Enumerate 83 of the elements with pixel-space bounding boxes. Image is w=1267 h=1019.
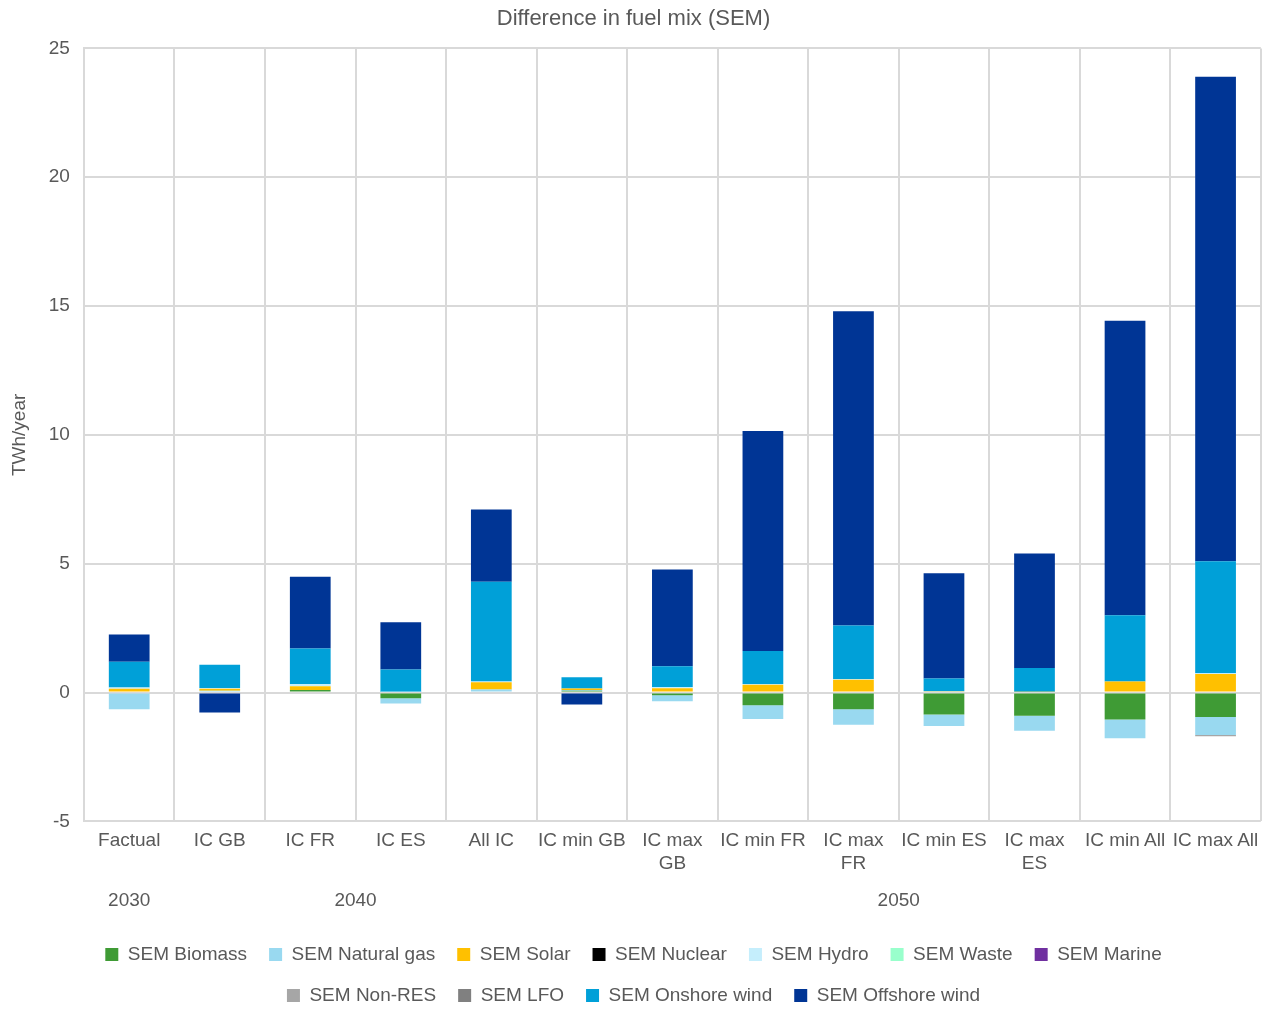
x-tick-label: IC GB	[193, 829, 246, 851]
x-tick-label: IC max GB	[642, 829, 703, 873]
x-tick-label: IC min ES	[901, 829, 987, 851]
legend-label: SEM Marine	[1057, 942, 1162, 964]
y-axis-title: TWh/year	[7, 393, 29, 477]
legend-label: SEM Onshore wind	[608, 983, 773, 1005]
x-tick-label: IC max ES	[1004, 829, 1066, 873]
bar	[833, 679, 874, 692]
x-tick-label: IC min FR	[720, 829, 806, 851]
y-tick-label: 15	[48, 294, 70, 316]
bar	[652, 695, 693, 702]
bar	[199, 664, 241, 688]
x-tick-label: Factual	[98, 829, 161, 851]
bar	[380, 622, 422, 670]
legend-label: SEM Natural gas	[291, 942, 436, 964]
bar	[380, 698, 422, 704]
bar	[199, 693, 241, 713]
x-tick-label: IC max FR	[823, 829, 885, 873]
legend-label: SEM Nuclear	[615, 942, 728, 964]
bar	[742, 684, 784, 692]
bar	[1195, 693, 1236, 718]
bar	[1195, 674, 1236, 692]
bar	[923, 714, 965, 727]
text: 2050	[877, 889, 920, 911]
x-tick-label: IC min All	[1084, 829, 1166, 851]
y-tick-label: -5	[53, 809, 70, 831]
bar	[833, 693, 874, 710]
bar	[923, 573, 965, 679]
x-tick-label: IC max All	[1172, 829, 1259, 851]
bar	[108, 661, 150, 688]
bar	[1104, 320, 1146, 616]
bar	[742, 431, 784, 652]
bar	[470, 509, 512, 582]
x-tick-label: IC min GB	[538, 829, 626, 851]
bar	[1014, 668, 1055, 692]
bar	[380, 669, 422, 693]
x-tick-label: IC FR	[285, 829, 336, 851]
chart-title: Difference in fuel mix (SEM)	[496, 5, 771, 31]
bar	[1104, 719, 1146, 739]
x-tick-label: All IC	[468, 829, 515, 851]
bar	[652, 569, 693, 667]
legend-label: SEM Waste	[913, 942, 1013, 964]
x-tick-label: IC ES	[375, 829, 426, 851]
bar	[923, 678, 965, 692]
legend-label: SEM Biomass	[127, 942, 248, 964]
bar	[1014, 553, 1055, 669]
bar	[833, 709, 874, 725]
legend-label: SEM LFO	[480, 983, 565, 1005]
y-tick-label: 25	[48, 36, 70, 58]
bar	[1195, 76, 1236, 562]
bar	[1014, 715, 1055, 731]
bar	[289, 576, 331, 649]
bar	[561, 693, 603, 705]
y-tick-label: 5	[59, 551, 70, 573]
bar	[108, 693, 150, 710]
bar	[1104, 615, 1146, 682]
legend-label: SEM Hydro	[771, 942, 869, 964]
legend-label: SEM Solar	[479, 942, 572, 964]
text: 2030	[108, 889, 151, 911]
bar	[833, 625, 874, 679]
bar	[1104, 681, 1146, 692]
bar	[923, 693, 965, 715]
bar	[1014, 693, 1055, 716]
bar	[470, 581, 512, 682]
bar	[289, 648, 331, 685]
bar	[561, 677, 603, 689]
bar	[652, 666, 693, 687]
bar	[833, 311, 874, 626]
bar	[1195, 561, 1236, 674]
y-tick-label: 0	[59, 680, 70, 702]
bar	[742, 705, 784, 720]
bar	[1104, 693, 1146, 720]
bar	[742, 693, 784, 706]
legend-label: SEM Offshore wind	[816, 983, 981, 1005]
text: 2040	[334, 889, 377, 911]
legend-label: SEM Non-RES	[309, 983, 437, 1005]
bar	[108, 634, 150, 662]
y-tick-label: 20	[48, 165, 70, 187]
y-tick-label: 10	[48, 423, 70, 445]
bar	[742, 651, 784, 685]
bar	[470, 689, 512, 692]
bar	[470, 682, 512, 690]
bar	[1195, 717, 1236, 736]
